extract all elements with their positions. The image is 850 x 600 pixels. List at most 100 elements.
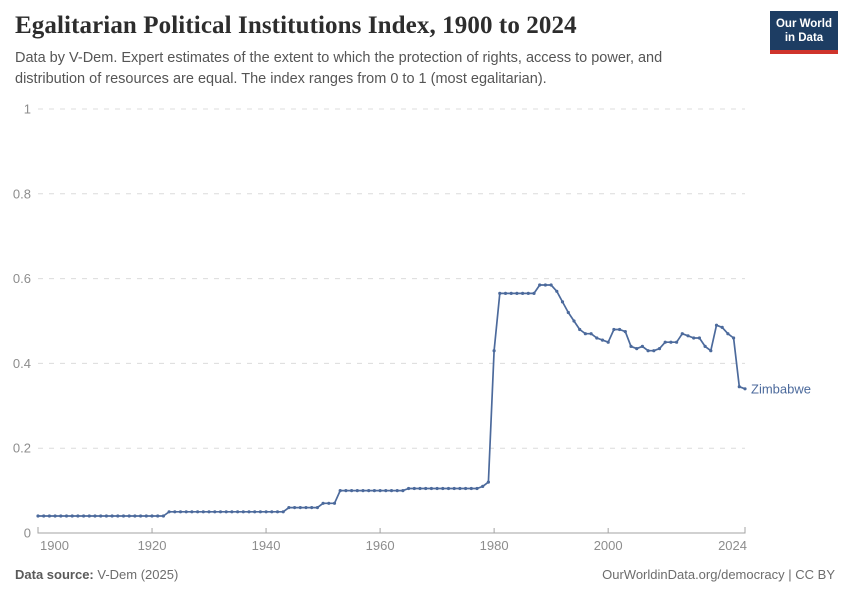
data-point: [458, 486, 462, 491]
data-point: [697, 336, 702, 340]
data-point: [241, 510, 245, 514]
data-source-value: V-Dem (2025): [93, 567, 179, 582]
data-point: [578, 327, 582, 332]
credit-link[interactable]: OurWorldinData.org/democracy | CC BY: [602, 567, 835, 582]
data-point: [355, 489, 359, 493]
data-point: [367, 489, 371, 493]
data-point: [139, 514, 143, 518]
data-point: [503, 291, 508, 295]
data-point: [99, 514, 103, 518]
data-point: [36, 514, 40, 518]
data-point: [327, 501, 331, 505]
data-point: [332, 501, 337, 505]
data-point: [669, 340, 673, 344]
data-point: [127, 514, 131, 518]
data-point: [224, 510, 228, 514]
line-chart[interactable]: 0 0.2 0.4 0.6 0.8 1 1900 1920 1940 1960 1980 2000 20…: [0, 88, 850, 563]
data-point: [498, 291, 502, 295]
data-point: [270, 510, 274, 514]
data-point: [469, 486, 473, 491]
data-point: [253, 510, 257, 514]
data-point: [646, 349, 650, 353]
data-point: [464, 486, 468, 491]
data-point: [709, 349, 713, 353]
data-point: [543, 283, 548, 287]
data-point: [538, 283, 542, 287]
data-point: [64, 514, 69, 518]
data-point: [167, 510, 171, 514]
data-point: [321, 501, 325, 505]
logo-line2: in Data: [784, 32, 824, 44]
data-point: [612, 327, 616, 332]
data-point: [606, 340, 610, 344]
data-point: [726, 332, 730, 336]
entity-label-zimbabwe[interactable]: Zimbabwe: [751, 381, 811, 396]
data-point: [338, 489, 342, 493]
data-point: [121, 514, 126, 518]
data-point: [418, 486, 422, 491]
y-axis-tick-label: 0: [24, 526, 31, 541]
data-point: [532, 291, 536, 295]
y-axis-tick-label: 0.6: [13, 271, 31, 286]
data-point: [293, 506, 297, 510]
data-point: [258, 510, 262, 514]
data-point: [178, 510, 183, 514]
data-point: [361, 489, 365, 493]
data-point: [213, 510, 217, 514]
data-point: [389, 489, 394, 493]
data-point: [59, 514, 63, 518]
data-point: [315, 506, 319, 510]
data-point: [424, 486, 428, 491]
data-point: [207, 510, 211, 514]
data-point: [87, 514, 91, 518]
data-point: [407, 486, 411, 491]
data-point: [686, 334, 690, 338]
data-point: [652, 349, 656, 353]
y-axis-tick-label: 0.4: [13, 356, 31, 371]
data-point: [526, 291, 530, 295]
data-point: [133, 514, 137, 518]
data-point: [521, 291, 525, 295]
data-point: [350, 489, 354, 493]
data-point: [173, 510, 177, 514]
data-point: [47, 514, 52, 518]
y-axis-tick-label: 0.8: [13, 186, 31, 201]
data-point: [76, 514, 80, 518]
x-axis-tick-label: 2024: [718, 538, 747, 553]
data-point: [675, 340, 679, 344]
data-point: [378, 489, 382, 493]
x-axis-tick-label: 2000: [594, 538, 623, 553]
data-point: [657, 347, 662, 351]
data-point: [70, 514, 74, 518]
data-point: [583, 332, 588, 336]
data-point: [190, 510, 194, 514]
data-point: [264, 510, 268, 514]
chart-canvas[interactable]: 0 0.2 0.4 0.6 0.8 1 1900 1920 1940 1960 1980 2000 20…: [0, 88, 850, 563]
data-point: [230, 510, 234, 514]
owid-logo: Our World in Data: [770, 11, 838, 54]
data-point: [560, 300, 565, 304]
data-point: [310, 506, 314, 510]
data-point: [247, 510, 251, 514]
x-axis-tick-label: 1980: [480, 538, 509, 553]
x-axis-tick-label: 1940: [252, 538, 281, 553]
data-point: [703, 344, 707, 348]
data-point: [600, 338, 605, 342]
data-point: [42, 514, 46, 518]
data-point: [116, 514, 120, 518]
data-point: [441, 486, 445, 491]
chart-footer: Data source: V-Dem (2025) OurWorldinData…: [15, 567, 835, 582]
data-point: [629, 344, 633, 348]
data-point: [236, 510, 240, 514]
data-point: [150, 514, 154, 518]
data-point: [452, 486, 456, 491]
data-point: [623, 330, 627, 334]
x-axis-tick-label: 1900: [40, 538, 69, 553]
page-title: Egalitarian Political Institutions Index…: [15, 12, 577, 39]
data-point: [572, 319, 576, 323]
data-point: [104, 514, 108, 518]
data-source-label: Data source:: [15, 567, 94, 582]
data-point: [446, 486, 451, 491]
data-point: [486, 480, 490, 484]
